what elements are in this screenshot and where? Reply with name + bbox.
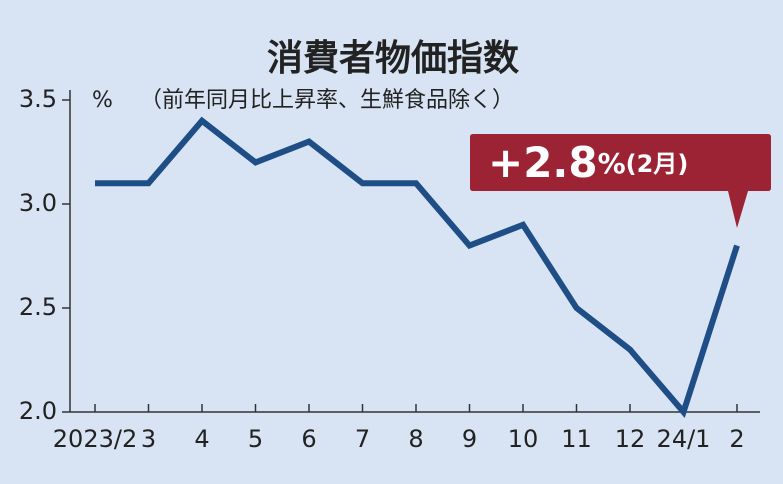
- x-tick-label: 2: [729, 425, 744, 453]
- x-tick-label: 9: [462, 425, 477, 453]
- x-tick-label: 11: [561, 425, 592, 453]
- y-tick-label: 2.5: [19, 293, 57, 321]
- x-tick-label: 2023/2: [53, 425, 137, 453]
- callout-unit: %: [598, 147, 626, 180]
- callout: +2.8%(2月): [470, 134, 771, 228]
- callout-text: +2.8%(2月): [488, 138, 688, 187]
- x-tick-label: 4: [194, 425, 209, 453]
- y-tick-label: 3.0: [19, 189, 57, 217]
- x-tick-label: 7: [355, 425, 370, 453]
- x-tick-label: 8: [408, 425, 423, 453]
- data-line: [95, 116, 740, 419]
- x-tick-label: 5: [248, 425, 263, 453]
- x-tick-label: 10: [508, 425, 539, 453]
- callout-period: (2月): [626, 150, 689, 178]
- chart-subtitle: （前年同月比上昇率、生鮮食品除く）: [140, 88, 514, 113]
- x-tick-label: 6: [301, 425, 316, 453]
- chart-title: 消費者物価指数: [267, 38, 519, 79]
- y-axis-label: %: [92, 88, 113, 113]
- callout-box: [470, 134, 771, 228]
- x-tick-label: 24/1: [657, 425, 711, 453]
- x-tick-label: 3: [141, 425, 156, 453]
- y-tick-label: 2.0: [19, 397, 57, 425]
- x-tick-label: 12: [615, 425, 646, 453]
- y-tick-label: 3.5: [19, 85, 57, 113]
- callout-value: +2.8: [488, 138, 598, 187]
